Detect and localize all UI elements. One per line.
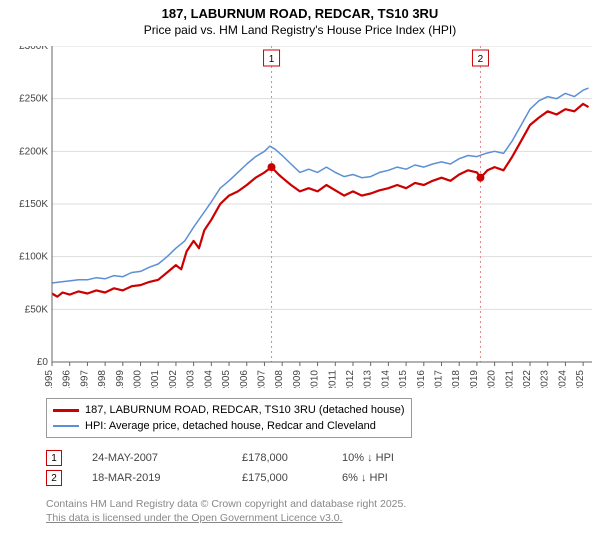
svg-text:2001: 2001 [150, 370, 161, 388]
svg-text:1999: 1999 [115, 370, 126, 388]
footer-licence[interactable]: This data is licensed under the Open Gov… [46, 512, 343, 524]
title-main: 187, LABURNUM ROAD, REDCAR, TS10 3RU [0, 6, 600, 21]
legend-label: 187, LABURNUM ROAD, REDCAR, TS10 3RU (de… [85, 404, 405, 416]
svg-text:2002: 2002 [168, 370, 179, 388]
svg-text:£50K: £50K [25, 304, 49, 315]
marker-row: 2 18-MAR-2019£175,0006% ↓ HPI [46, 468, 442, 488]
chart: £0 £50K £100K £150K £200K £250K £300K 1995 1996 1… [8, 46, 592, 388]
svg-text:2017: 2017 [434, 370, 445, 388]
svg-text:1998: 1998 [97, 370, 108, 388]
svg-text:2022: 2022 [522, 370, 533, 388]
svg-text:2: 2 [478, 54, 484, 65]
svg-text:1: 1 [269, 54, 275, 65]
svg-text:2013: 2013 [363, 370, 374, 388]
svg-text:1996: 1996 [62, 370, 73, 388]
svg-text:2021: 2021 [504, 370, 515, 388]
svg-text:£100K: £100K [19, 252, 48, 263]
marker-date: 24-MAY-2007 [92, 452, 242, 464]
marker-diff: 10% ↓ HPI [342, 452, 442, 464]
legend-label: HPI: Average price, detached house, Redc… [85, 420, 376, 432]
svg-text:2006: 2006 [239, 370, 250, 388]
svg-text:2004: 2004 [203, 370, 214, 388]
marker-price: £175,000 [242, 472, 342, 484]
legend-item: HPI: Average price, detached house, Redc… [53, 418, 405, 434]
svg-text:£0: £0 [37, 357, 49, 368]
svg-text:1995: 1995 [44, 370, 55, 388]
svg-text:2014: 2014 [380, 370, 391, 388]
svg-text:1997: 1997 [79, 370, 90, 388]
svg-text:2007: 2007 [256, 370, 267, 388]
svg-text:2019: 2019 [469, 370, 480, 388]
legend-swatch [53, 409, 79, 412]
svg-text:£250K: £250K [19, 94, 48, 105]
svg-text:£300K: £300K [19, 46, 48, 52]
marker-row: 1 24-MAY-2007£178,00010% ↓ HPI [46, 448, 442, 468]
svg-text:2000: 2000 [133, 370, 144, 388]
svg-text:2023: 2023 [540, 370, 551, 388]
svg-text:2024: 2024 [557, 370, 568, 388]
footer-copyright: Contains HM Land Registry data © Crown c… [46, 498, 406, 510]
svg-text:2005: 2005 [221, 370, 232, 388]
legend-item: 187, LABURNUM ROAD, REDCAR, TS10 3RU (de… [53, 402, 405, 418]
title-sub: Price paid vs. HM Land Registry's House … [0, 23, 600, 37]
marker-number-box: 1 [46, 450, 62, 466]
legend: 187, LABURNUM ROAD, REDCAR, TS10 3RU (de… [46, 398, 412, 438]
svg-text:2009: 2009 [292, 370, 303, 388]
svg-text:2018: 2018 [451, 370, 462, 388]
svg-text:2015: 2015 [398, 370, 409, 388]
svg-text:2011: 2011 [327, 370, 338, 388]
svg-text:2003: 2003 [186, 370, 197, 388]
svg-text:£200K: £200K [19, 146, 48, 157]
svg-text:2020: 2020 [487, 370, 498, 388]
markers-table: 1 24-MAY-2007£178,00010% ↓ HPI 2 18-MAR-201… [46, 448, 442, 488]
marker-number-box: 2 [46, 470, 62, 486]
svg-text:2012: 2012 [345, 370, 356, 388]
marker-date: 18-MAR-2019 [92, 472, 242, 484]
svg-text:2025: 2025 [575, 370, 586, 388]
marker-diff: 6% ↓ HPI [342, 472, 442, 484]
svg-text:2008: 2008 [274, 370, 285, 388]
svg-text:£150K: £150K [19, 199, 48, 210]
chart-svg: £0 £50K £100K £150K £200K £250K £300K 1995 1996 1… [8, 46, 592, 388]
svg-text:2016: 2016 [416, 370, 427, 388]
legend-swatch [53, 425, 79, 427]
marker-price: £178,000 [242, 452, 342, 464]
svg-text:2010: 2010 [310, 370, 321, 388]
